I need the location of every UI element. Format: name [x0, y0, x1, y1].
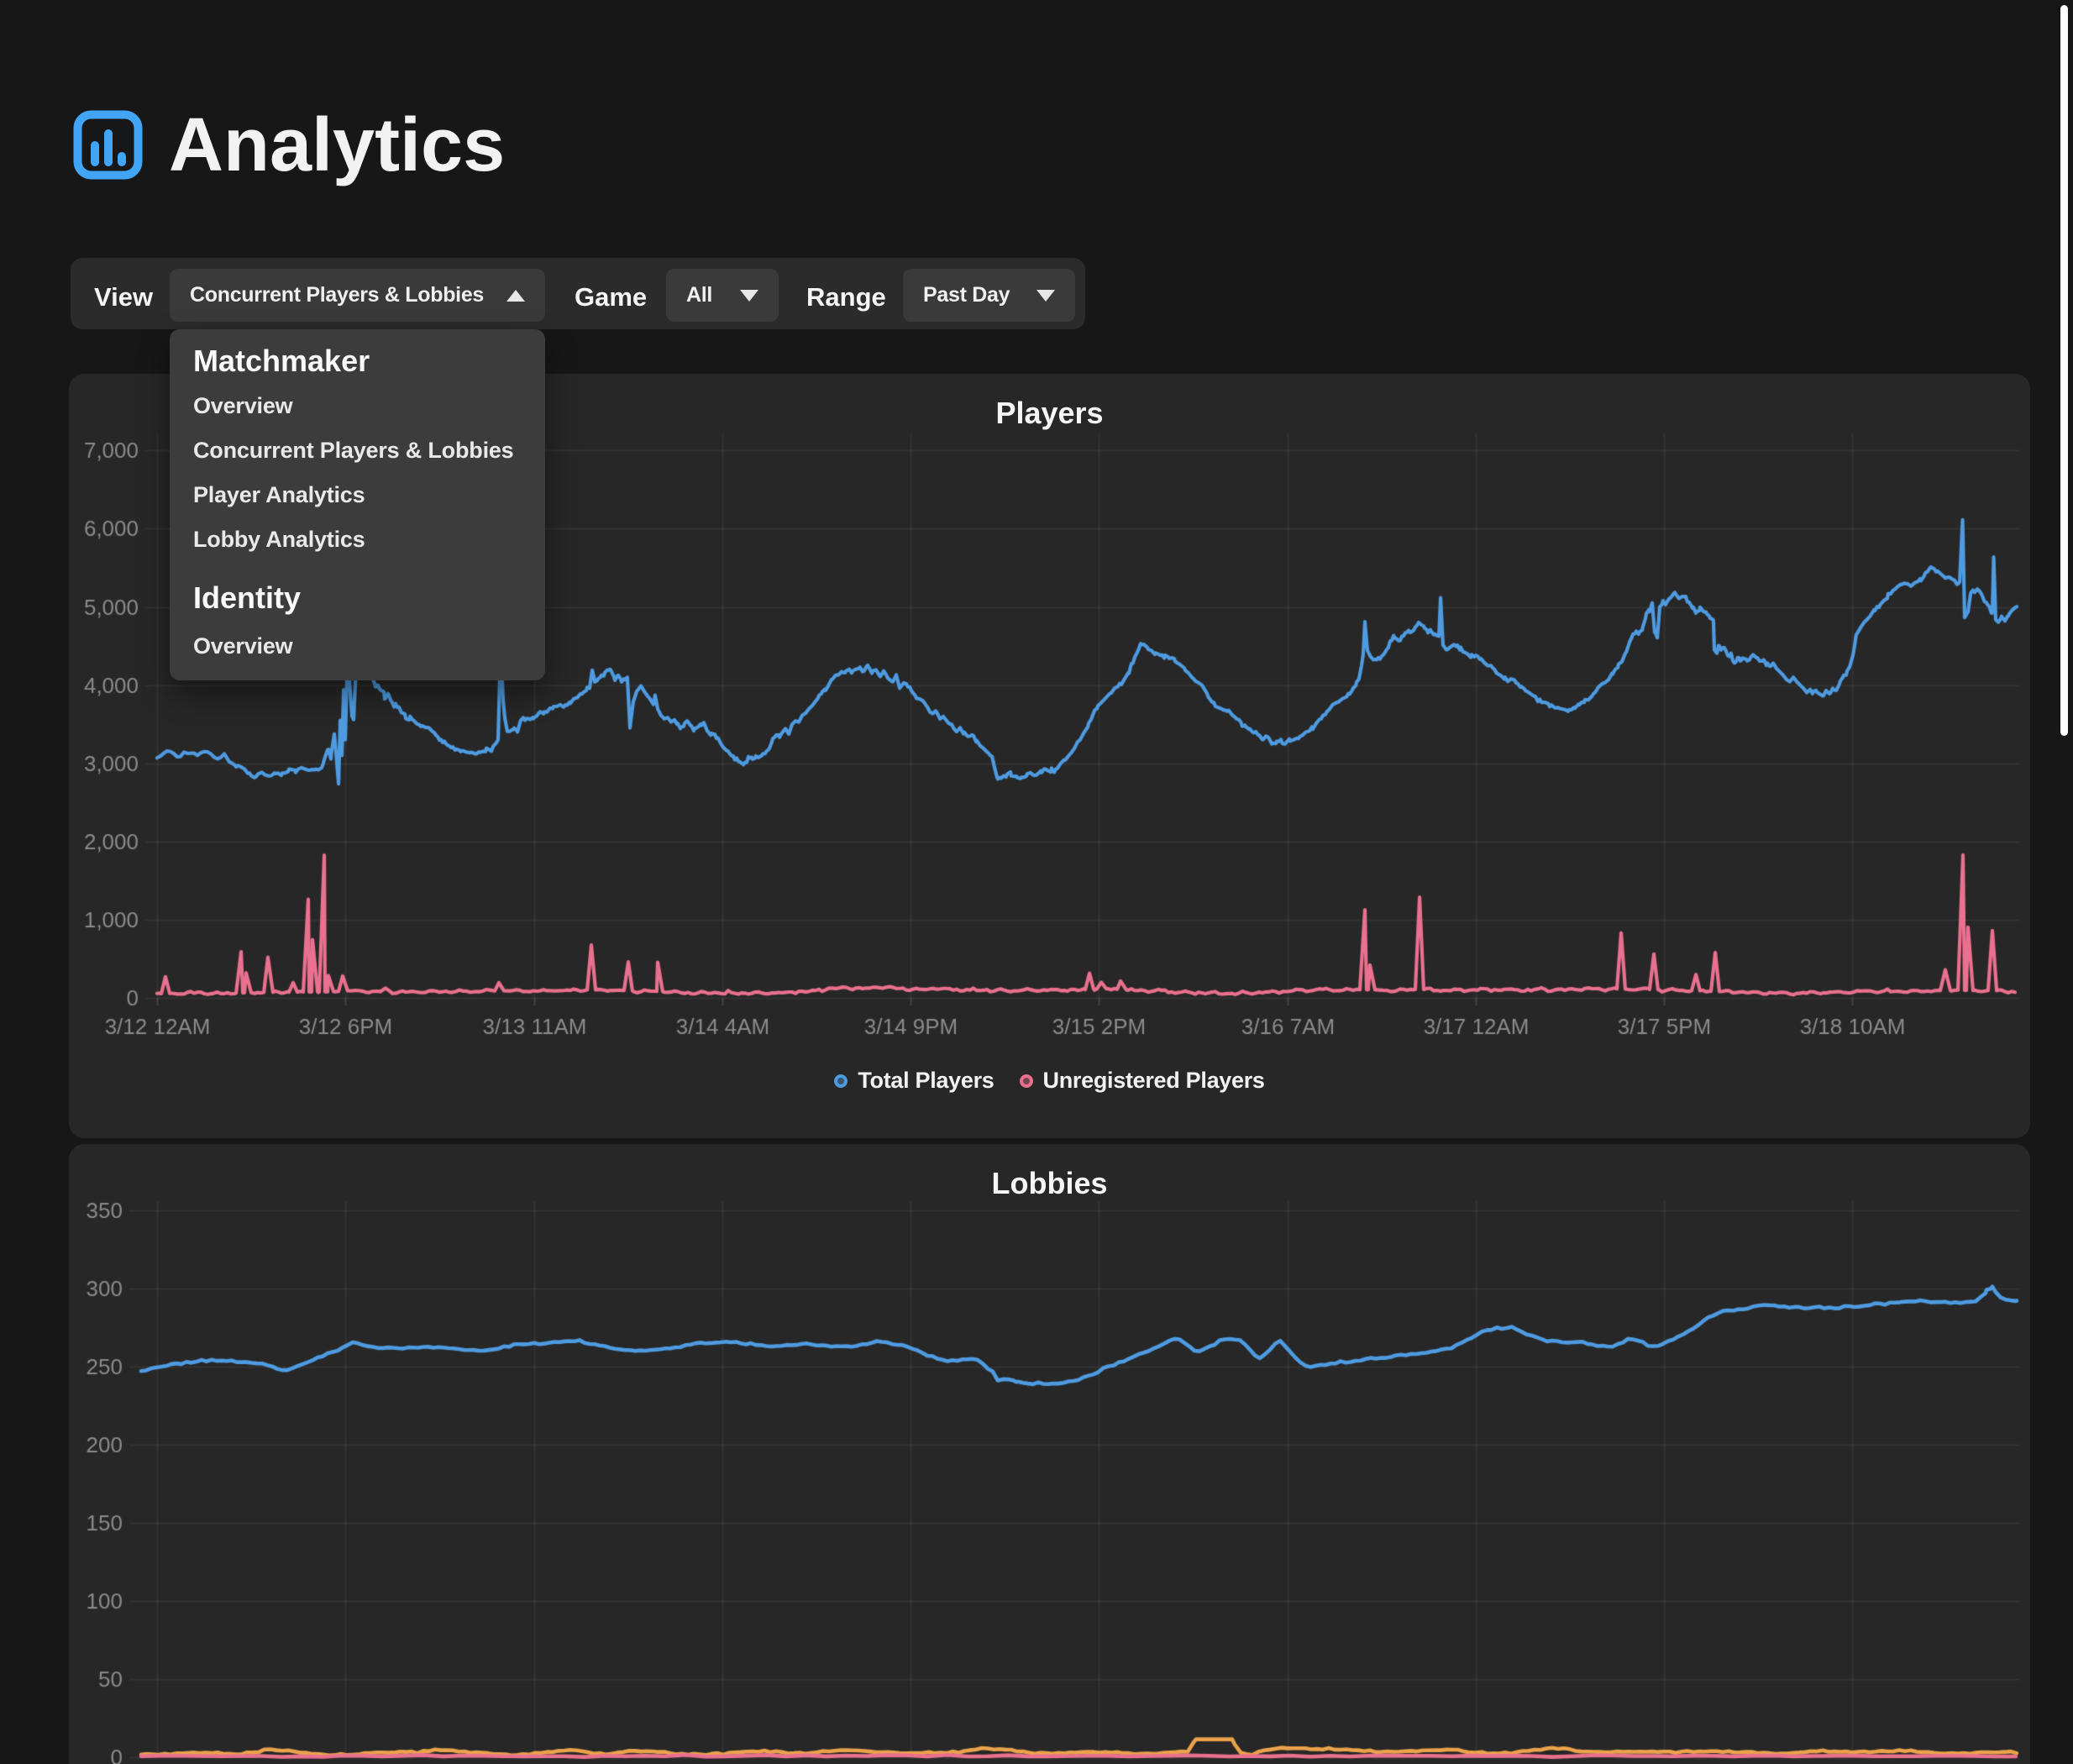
legend-dot-unregistered-players [1019, 1074, 1033, 1088]
menu-group-identity: Identity [193, 580, 302, 615]
bar-chart-icon [73, 110, 143, 180]
legend-item-unregistered-players[interactable]: Unregistered Players [1019, 1068, 1265, 1094]
view-label: View [94, 282, 154, 312]
menu-item-player-analytics[interactable]: Player Analytics [193, 482, 365, 507]
scrollbar-thumb[interactable] [2060, 5, 2068, 736]
game-select-value: All [686, 283, 713, 307]
menu-item-lobby-analytics[interactable]: Lobby Analytics [193, 527, 365, 552]
view-select-menu: Matchmaker Overview Concurrent Players &… [170, 329, 545, 680]
range-label: Range [806, 282, 886, 312]
menu-item-identity-overview[interactable]: Overview [193, 633, 293, 659]
legend-item-total-players[interactable]: Total Players [834, 1068, 995, 1094]
legend-label-unregistered-players: Unregistered Players [1042, 1068, 1265, 1093]
range-select-value: Past Day [923, 283, 1010, 307]
range-select[interactable]: Past Day [903, 269, 1075, 322]
menu-item-concurrent-players-lobbies[interactable]: Concurrent Players & Lobbies [193, 438, 514, 463]
page-title: Analytics [169, 103, 506, 187]
game-label: Game [575, 282, 648, 312]
caret-up-icon [506, 289, 525, 302]
menu-group-matchmaker: Matchmaker [193, 344, 370, 378]
players-chart-legend: Total Players Unregistered Players [69, 1068, 2030, 1094]
caret-down-icon [740, 289, 758, 302]
view-select-value: Concurrent Players & Lobbies [190, 283, 485, 307]
lobbies-chart-card: Lobbies [69, 1144, 2030, 1764]
game-select[interactable]: All [666, 269, 779, 322]
view-select[interactable]: Concurrent Players & Lobbies [170, 269, 545, 322]
caret-down-icon [1036, 289, 1055, 302]
legend-label-total-players: Total Players [858, 1068, 995, 1093]
lobbies-chart-canvas [69, 1144, 2030, 1764]
menu-item-overview[interactable]: Overview [193, 393, 293, 418]
legend-dot-total-players [834, 1074, 848, 1088]
